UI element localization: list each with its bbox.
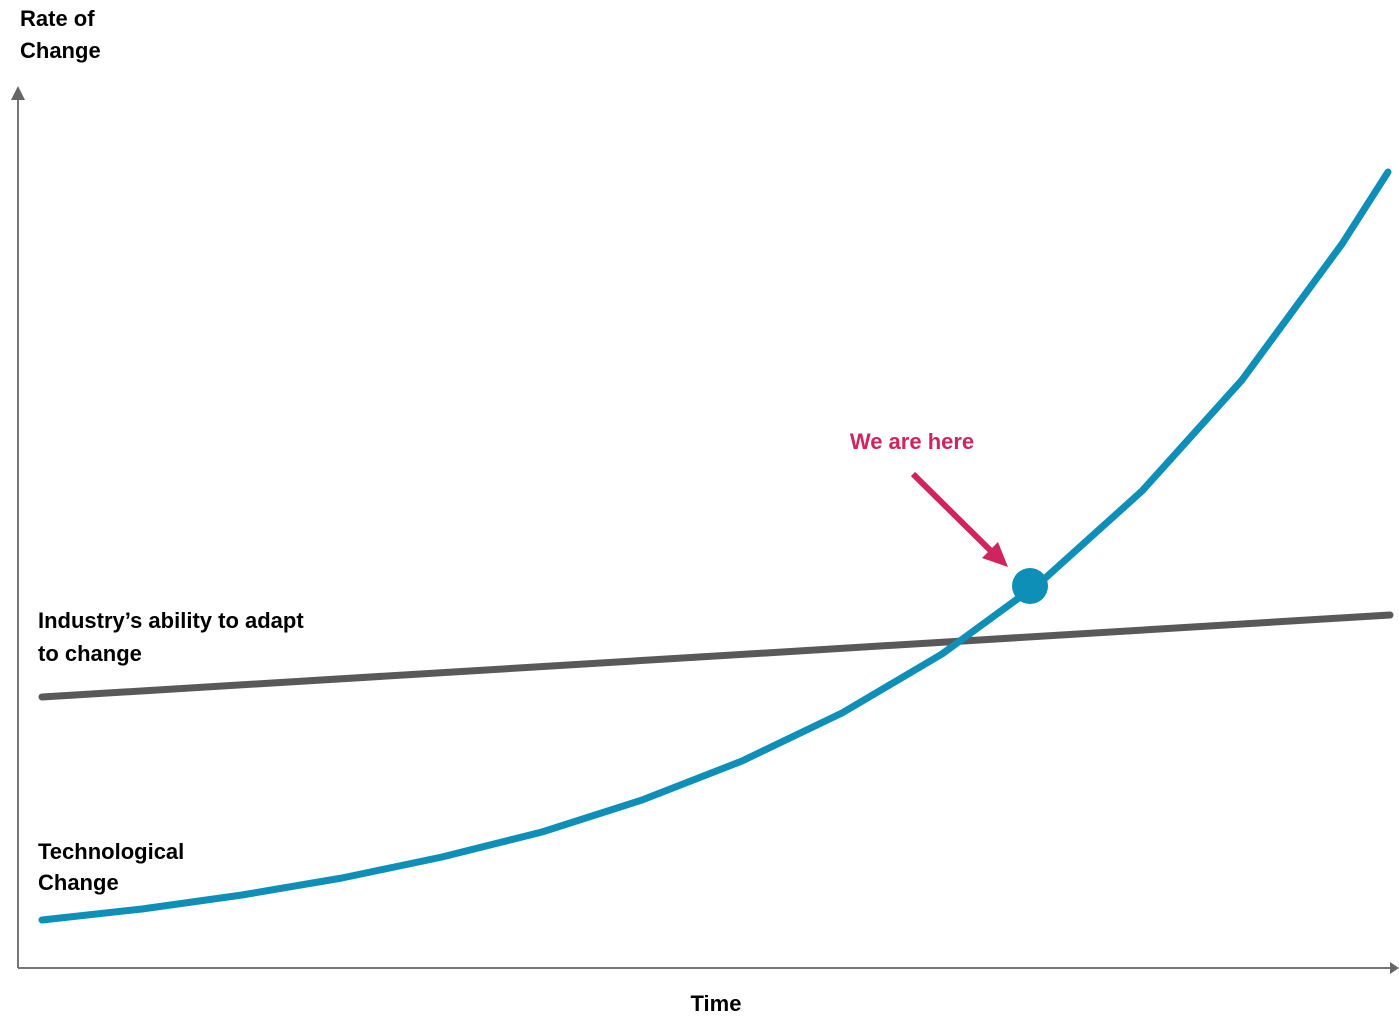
annotation-arrow [910, 471, 995, 555]
technology-label: Technological [38, 839, 184, 864]
annotation: We are here [850, 429, 974, 454]
annotation-arrowhead [982, 542, 1008, 567]
x-axis-label: Time [691, 991, 742, 1016]
y-axis-arrow [11, 86, 25, 100]
technology-label: Change [38, 870, 119, 895]
x-axis-arrow [1390, 962, 1399, 974]
current-point [1012, 568, 1048, 604]
industry-label: Industry’s ability to adapt [38, 608, 304, 633]
technology-curve [38, 168, 1392, 924]
industry-line [38, 611, 1394, 701]
y-axis-label: Change [20, 38, 101, 63]
industry-label: to change [38, 641, 142, 666]
y-axis-label: Rate of [20, 6, 95, 31]
